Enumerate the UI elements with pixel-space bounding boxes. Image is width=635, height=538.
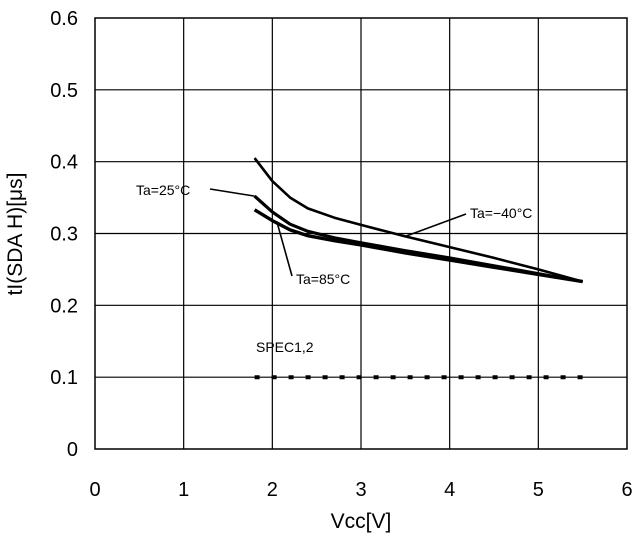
x-tick-label: 6: [621, 479, 632, 501]
annotation-label: Ta=85°C: [296, 271, 350, 287]
x-tick-labels: 0 1 2 3 4 5 6: [89, 479, 632, 501]
annotation-leader-line: [275, 221, 293, 277]
grid: [95, 18, 627, 449]
y-tick-label: 0.1: [50, 367, 78, 389]
series: [253, 157, 584, 380]
y-tick-label: 0.2: [50, 295, 78, 317]
y-tick-label: 0.3: [50, 224, 78, 246]
annotations: Ta=25°C Ta=−40°C Ta=85°C SPEC1,2: [136, 182, 532, 355]
y-tick-labels: 0 0.1 0.2 0.3 0.4 0.5 0.6: [50, 8, 78, 461]
annotation-label: Ta=−40°C: [470, 205, 532, 221]
series-line-ta-40-c: [253, 157, 584, 283]
annotation-leader-line: [405, 213, 467, 238]
annotation-leader-line: [209, 188, 255, 197]
y-tick-label: 0: [67, 439, 78, 461]
annotation-label: SPEC1,2: [256, 339, 314, 355]
y-axis-title: tI(SDA H)[μs]: [4, 173, 27, 296]
x-tick-label: 2: [267, 479, 278, 501]
y-tick-label: 0.4: [50, 152, 78, 174]
x-tick-label: 0: [89, 479, 100, 501]
x-tick-label: 5: [533, 479, 544, 501]
x-axis-title: Vcc[V]: [331, 510, 392, 533]
x-tick-label: 3: [355, 479, 366, 501]
annotation-label: Ta=25°C: [136, 182, 190, 198]
series-line-ta-85-c: [253, 208, 583, 284]
x-tick-label: 1: [178, 479, 189, 501]
y-tick-label: 0.5: [50, 80, 78, 102]
y-tick-label: 0.6: [50, 8, 78, 30]
x-tick-label: 4: [444, 479, 455, 501]
